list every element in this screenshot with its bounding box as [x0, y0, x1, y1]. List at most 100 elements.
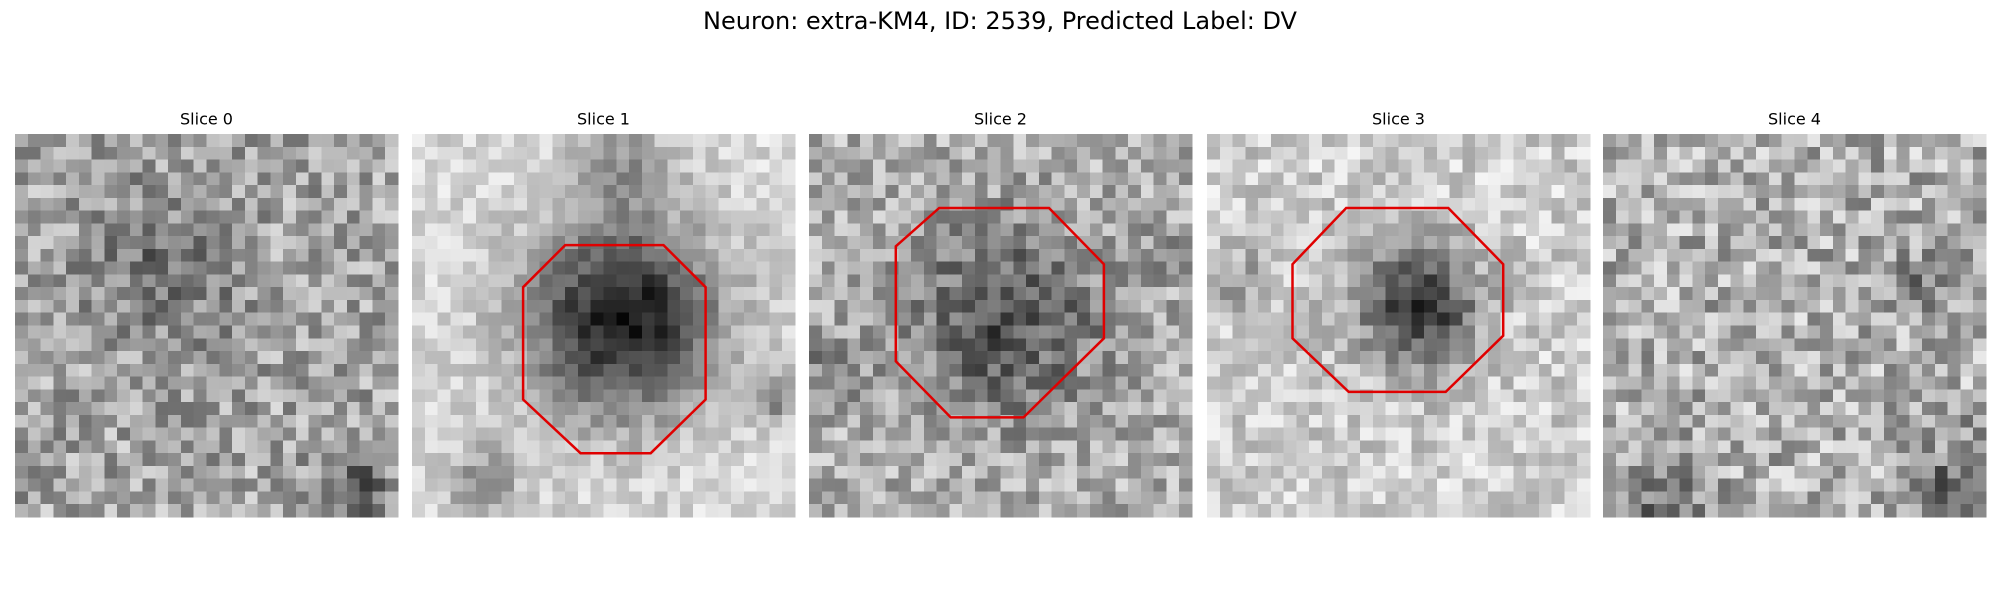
pixel: [692, 312, 706, 326]
pixel: [1245, 453, 1259, 467]
pixel: [769, 159, 783, 173]
pixel: [40, 210, 54, 224]
pixel: [987, 453, 1001, 467]
pixel: [821, 185, 835, 199]
pixel: [743, 504, 757, 518]
pixel: [923, 312, 937, 326]
pixel: [1487, 299, 1501, 314]
pixel: [219, 478, 233, 492]
pixel: [1232, 159, 1246, 173]
pixel: [1013, 134, 1027, 148]
pixel: [1551, 197, 1565, 211]
pixel: [1513, 453, 1527, 467]
pixel: [295, 376, 309, 390]
pixel: [1270, 223, 1284, 237]
pixel: [834, 338, 848, 352]
pixel: [629, 248, 643, 262]
pixel: [1372, 427, 1387, 441]
pixel: [1258, 478, 1272, 492]
pixel: [1347, 261, 1361, 275]
pixel: [450, 312, 464, 326]
pixel: [321, 134, 335, 148]
pixel: [1807, 478, 1821, 492]
pixel: [949, 338, 963, 352]
pixel: [1730, 363, 1744, 377]
pixel: [1858, 427, 1872, 441]
pixel: [27, 236, 41, 250]
pixel: [974, 389, 989, 403]
pixel: [680, 236, 694, 250]
pixel: [898, 287, 912, 301]
pixel: [1871, 414, 1885, 428]
pixel: [718, 223, 732, 237]
pixel: [308, 236, 322, 250]
pixel: [78, 325, 92, 339]
pixel: [180, 363, 195, 377]
pixel: [1692, 465, 1706, 479]
pixel: [1934, 185, 1948, 199]
pixel: [1232, 197, 1246, 211]
pixel: [718, 236, 732, 250]
pixel: [769, 325, 783, 339]
pixel: [552, 338, 566, 352]
pixel: [1462, 134, 1476, 148]
pixel: [117, 414, 131, 428]
pixel: [1692, 274, 1706, 288]
pixel: [257, 236, 271, 250]
pixel: [27, 504, 41, 518]
pixel: [860, 312, 874, 326]
pixel: [923, 146, 937, 160]
pixel: [1538, 159, 1552, 173]
pixel: [359, 504, 373, 518]
pixel: [1411, 402, 1425, 416]
pixel: [1654, 389, 1668, 403]
pixel: [1845, 299, 1859, 314]
pixel: [193, 351, 207, 365]
pixel: [1424, 478, 1438, 492]
pixel: [78, 427, 92, 441]
pixel: [501, 223, 515, 237]
pixel: [1385, 338, 1399, 352]
pixel: [155, 223, 169, 237]
pixel: [155, 427, 169, 441]
pixel: [450, 504, 464, 518]
pixel: [270, 389, 284, 403]
pixel: [1475, 146, 1489, 160]
pixel: [1513, 210, 1527, 224]
pixel: [1411, 504, 1425, 518]
pixel: [1883, 478, 1897, 492]
pixel: [743, 134, 757, 148]
pixel: [1577, 414, 1591, 428]
pixel: [412, 440, 426, 454]
pixel: [1551, 440, 1565, 454]
pixel: [1922, 351, 1936, 365]
pixel: [1705, 363, 1719, 377]
pixel: [974, 210, 989, 224]
pixel: [1038, 146, 1052, 160]
pixel: [731, 223, 745, 237]
pixel: [40, 159, 54, 173]
pixel: [501, 465, 515, 479]
pixel: [219, 414, 233, 428]
pixel: [680, 338, 694, 352]
pixel: [1615, 172, 1629, 186]
pixel: [1296, 504, 1310, 518]
pixel: [129, 197, 143, 211]
pixel: [526, 223, 540, 237]
pixel: [577, 274, 592, 288]
pixel: [834, 491, 848, 505]
pixel: [898, 389, 912, 403]
pixel: [1347, 491, 1361, 505]
pixel: [1960, 414, 1974, 428]
pixel: [577, 172, 592, 186]
pixel: [962, 491, 976, 505]
pixel: [206, 338, 220, 352]
pixel: [1424, 172, 1438, 186]
pixel: [257, 197, 271, 211]
pixel: [616, 351, 630, 365]
pixel: [1207, 134, 1221, 148]
pixel: [718, 197, 732, 211]
pixel: [641, 185, 655, 199]
pixel: [1794, 146, 1808, 160]
pixel: [1615, 236, 1629, 250]
